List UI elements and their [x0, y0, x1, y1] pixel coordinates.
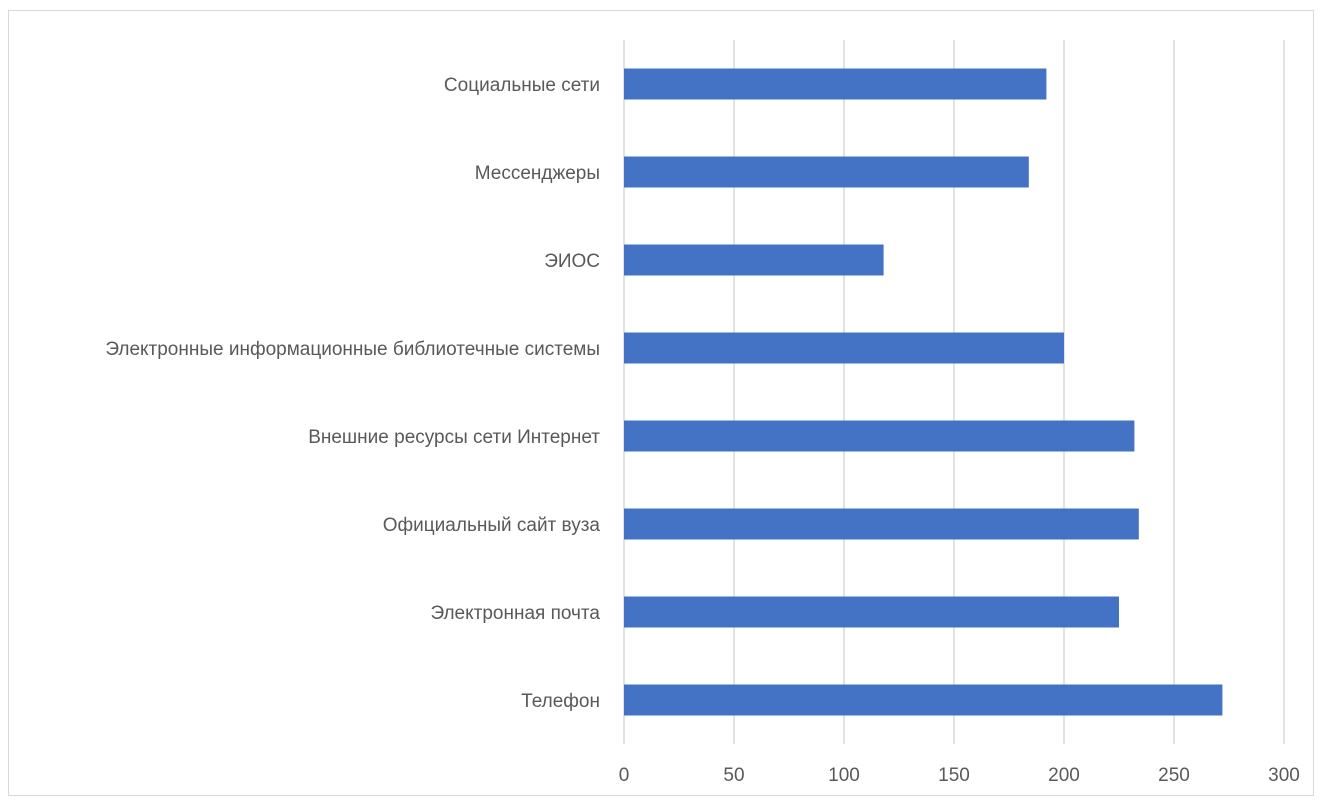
bar: [624, 68, 1047, 100]
chart-frame: [8, 10, 1314, 796]
category-label: Социальные сети: [444, 75, 600, 96]
x-tick-label: 150: [938, 765, 970, 786]
x-tick-label: 200: [1048, 765, 1080, 786]
category-label: ЭИОС: [544, 251, 600, 272]
category-label: Электронная почта: [430, 603, 600, 624]
category-label: Электронные информационные библиотечные …: [105, 339, 600, 360]
bar: [624, 684, 1223, 716]
bar: [624, 244, 884, 276]
category-label: Мессенджеры: [475, 163, 600, 184]
bar: [624, 508, 1139, 540]
bars: [624, 68, 1223, 716]
x-tick-labels: 0 50 100 150 200 250 300: [619, 765, 1300, 786]
x-tick-label: 250: [1158, 765, 1190, 786]
category-label: Телефон: [521, 691, 600, 712]
x-tick-label: 300: [1268, 765, 1300, 786]
category-labels: Социальные сети Мессенджеры ЭИОС Электронны…: [105, 75, 600, 712]
x-tick-label: 50: [723, 765, 744, 786]
x-tick-label: 0: [619, 765, 630, 786]
x-tick-label: 100: [828, 765, 860, 786]
category-label: Внешние ресурсы сети Интернет: [308, 427, 600, 448]
bar: [624, 596, 1119, 628]
bar: [624, 156, 1029, 188]
bar: [624, 420, 1135, 452]
gridlines: [623, 40, 1285, 744]
bar: [624, 332, 1064, 364]
category-label: Официальный сайт вуза: [383, 515, 601, 536]
